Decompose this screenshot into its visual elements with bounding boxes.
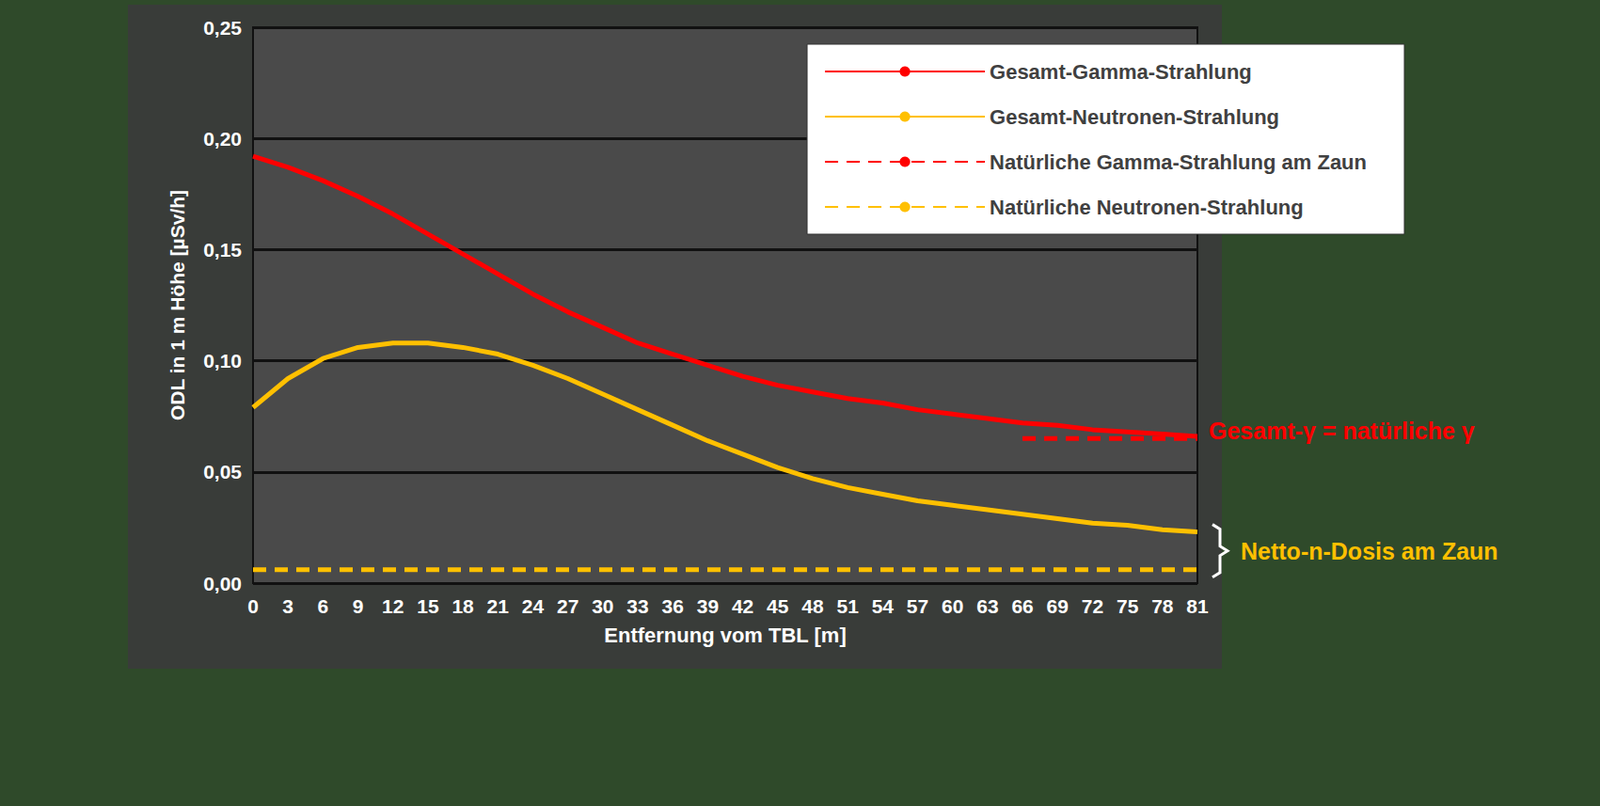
svg-text:51: 51 <box>836 595 859 618</box>
svg-text:42: 42 <box>731 595 754 618</box>
svg-text:60: 60 <box>941 595 964 618</box>
svg-text:30: 30 <box>591 595 614 618</box>
svg-text:69: 69 <box>1046 595 1069 618</box>
svg-text:54: 54 <box>871 595 895 618</box>
svg-text:63: 63 <box>976 595 999 618</box>
svg-text:Gesamt-Gamma-Strahlung: Gesamt-Gamma-Strahlung <box>989 60 1252 84</box>
svg-text:45: 45 <box>766 595 790 618</box>
svg-text:Natürliche Gamma-Strahlung am: Natürliche Gamma-Strahlung am Zaun <box>989 150 1367 175</box>
svg-text:0,20: 0,20 <box>203 127 242 150</box>
svg-text:0,15: 0,15 <box>203 238 242 261</box>
svg-text:21: 21 <box>487 595 510 618</box>
svg-text:3: 3 <box>282 595 294 618</box>
svg-text:Natürliche Neutronen-Strahlung: Natürliche Neutronen-Strahlung <box>989 195 1304 220</box>
svg-text:66: 66 <box>1011 595 1033 618</box>
svg-text:6: 6 <box>317 595 330 618</box>
svg-text:72: 72 <box>1081 595 1104 618</box>
svg-text:Gesamt-γ = natürliche γ: Gesamt-γ = natürliche γ <box>1208 417 1475 444</box>
svg-text:57: 57 <box>906 595 929 618</box>
svg-text:0,05: 0,05 <box>203 460 242 483</box>
svg-text:0: 0 <box>247 595 259 618</box>
svg-text:Entfernung vom TBL [m]: Entfernung vom TBL [m] <box>603 623 846 648</box>
svg-text:27: 27 <box>556 595 579 618</box>
svg-text:15: 15 <box>416 595 440 618</box>
svg-text:12: 12 <box>381 595 404 618</box>
svg-text:78: 78 <box>1151 595 1174 618</box>
svg-text:48: 48 <box>801 595 824 618</box>
svg-text:0,00: 0,00 <box>203 572 242 595</box>
svg-text:81: 81 <box>1186 595 1209 618</box>
svg-text:9: 9 <box>352 595 365 618</box>
svg-text:18: 18 <box>451 595 475 618</box>
svg-text:0,25: 0,25 <box>203 16 242 39</box>
svg-text:Netto-n-Dosis am Zaun: Netto-n-Dosis am Zaun <box>1240 538 1499 565</box>
svg-text:36: 36 <box>662 595 684 618</box>
svg-text:33: 33 <box>626 595 649 618</box>
svg-text:39: 39 <box>697 595 719 618</box>
svg-text:Gesamt-Neutronen-Strahlung: Gesamt-Neutronen-Strahlung <box>989 105 1280 129</box>
svg-text:24: 24 <box>522 595 545 618</box>
svg-text:75: 75 <box>1116 595 1140 618</box>
svg-text:0,10: 0,10 <box>203 349 242 372</box>
svg-text:ODL in 1 m Höhe [µSv/h]: ODL in 1 m Höhe [µSv/h] <box>166 190 189 421</box>
